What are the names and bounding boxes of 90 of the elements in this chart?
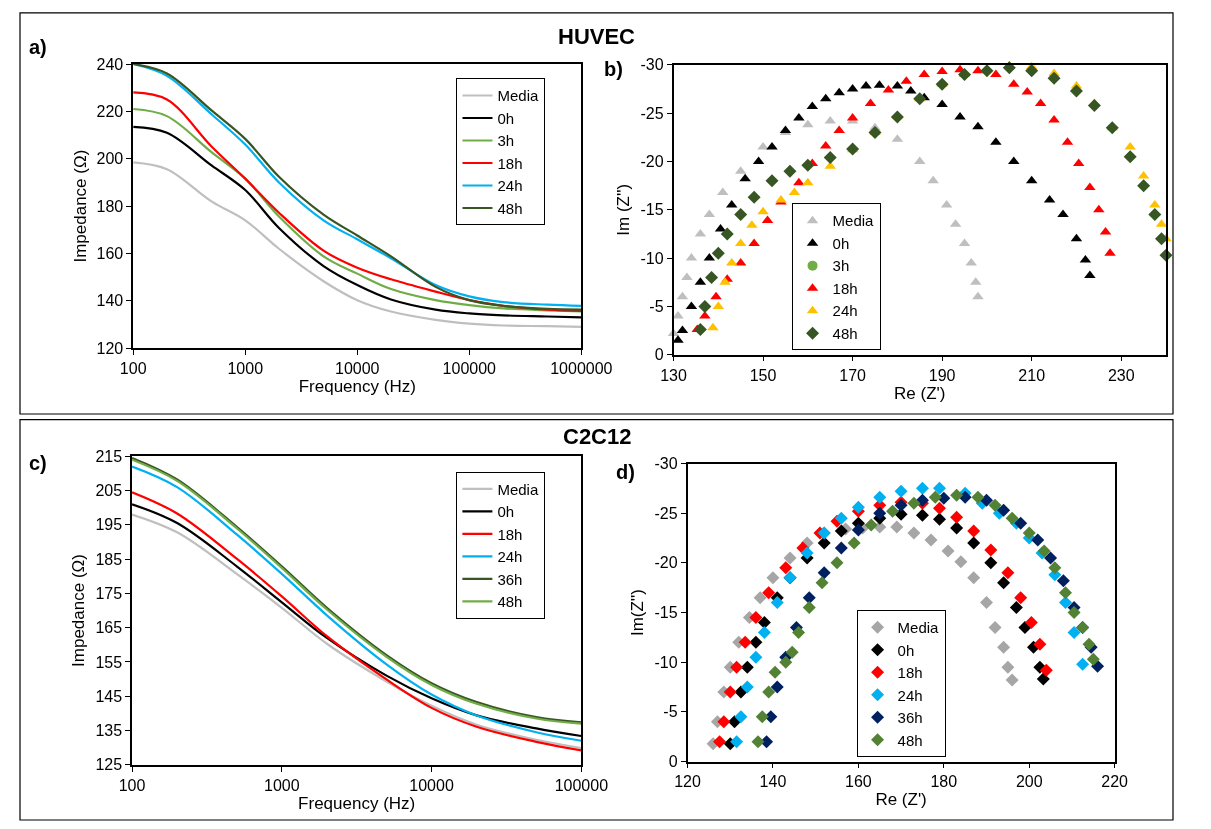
y-tick-label: -25 xyxy=(640,104,664,122)
y-tick-label: 125 xyxy=(95,756,123,774)
x-tick-label: 200 xyxy=(1015,773,1043,791)
x-axis-title: Frequency (Hz) xyxy=(298,377,416,397)
x-tick-label: 210 xyxy=(1018,366,1046,384)
y-tick-label: 135 xyxy=(95,722,123,740)
legend-label: 18h xyxy=(497,525,523,543)
text: a) xyxy=(29,36,47,58)
legend-label: Media xyxy=(497,87,539,105)
y-axis-title: Im(Z'') xyxy=(628,588,648,637)
chart-title: C2C12 xyxy=(563,424,632,449)
legend-label: 0h xyxy=(897,641,915,659)
y-tick-label: 180 xyxy=(96,197,124,215)
legend-label: 0h xyxy=(497,503,515,521)
x-tick-label: 100000 xyxy=(554,776,609,794)
legend-label: 36h xyxy=(497,570,523,588)
x-tick-label: 1000 xyxy=(264,776,300,794)
x-tick-label: 220 xyxy=(1101,773,1129,791)
x-tick-label: 230 xyxy=(1107,366,1135,384)
y-axis-title: Impedance (Ω) xyxy=(69,554,89,667)
x-tick-label: 100 xyxy=(118,776,146,794)
y-tick-label: -30 xyxy=(654,455,678,473)
x-tick-label: 120 xyxy=(674,773,701,791)
y-tick-label: 185 xyxy=(95,550,123,568)
legend-label: Media xyxy=(897,619,940,637)
y-tick-label: 145 xyxy=(95,687,123,705)
x-tick-label: 170 xyxy=(839,366,867,384)
y-tick-label: -20 xyxy=(640,153,664,171)
y-tick-label: 205 xyxy=(95,482,123,500)
y-tick-label: -10 xyxy=(654,653,678,671)
y-tick-label: -20 xyxy=(654,554,678,572)
legend-label: 24h xyxy=(497,177,523,195)
legend-label: Media xyxy=(497,480,539,498)
y-tick-label: 120 xyxy=(96,339,124,357)
legend-label: 24h xyxy=(497,548,523,566)
x-tick-label: 1000000 xyxy=(550,360,613,378)
text: d) xyxy=(616,461,635,483)
x-tick-label: 130 xyxy=(660,366,687,384)
x-tick-label: 10000 xyxy=(335,360,380,378)
y-tick-label: 220 xyxy=(96,103,124,120)
legend-label: 24h xyxy=(897,686,923,704)
legend-label: 48h xyxy=(897,731,923,749)
chart-title: HUVEC xyxy=(558,24,636,49)
legend-label: 36h xyxy=(897,709,923,727)
y-tick-label: 175 xyxy=(95,584,123,602)
y-tick-label: -10 xyxy=(640,249,664,267)
x-tick-label: 190 xyxy=(928,366,956,384)
y-tick-label: -15 xyxy=(654,604,678,622)
legend-label: 48h xyxy=(497,593,523,611)
y-tick-label: 0 xyxy=(668,753,678,771)
y-tick-label: -15 xyxy=(640,201,664,219)
y-tick-label: 240 xyxy=(96,55,124,73)
legend-label: 24h xyxy=(832,302,858,320)
y-tick-label: 140 xyxy=(96,292,124,310)
x-tick-label: 180 xyxy=(930,773,958,791)
y-tick-label: -25 xyxy=(654,504,678,522)
x-tick-label: 140 xyxy=(759,773,787,791)
legend-label: Media xyxy=(832,212,875,230)
legend-label: 18h xyxy=(897,664,923,682)
x-axis-title: Re (Z') xyxy=(894,383,946,403)
x-tick-label: 100 xyxy=(119,360,147,378)
y-tick-label: 215 xyxy=(95,447,123,465)
legend-label: 0h xyxy=(497,109,515,127)
x-axis-title: Re (Z') xyxy=(875,790,927,810)
y-axis-title: Im (Z'') xyxy=(614,183,634,236)
y-axis-title: Impedance (Ω) xyxy=(70,149,90,263)
text: c) xyxy=(29,452,47,474)
y-tick-label: -5 xyxy=(663,703,678,721)
legend-label: 3h xyxy=(497,132,515,150)
legend-label: 48h xyxy=(832,324,858,342)
y-tick-label: 0 xyxy=(654,346,664,364)
x-tick-label: 10000 xyxy=(409,776,454,794)
x-tick-label: 160 xyxy=(845,773,872,791)
x-tick-label: 150 xyxy=(749,366,777,384)
x-tick-label: 100000 xyxy=(442,360,497,378)
legend-label: 3h xyxy=(832,257,850,275)
legend-label: 18h xyxy=(497,154,523,172)
legend-label: 48h xyxy=(497,199,523,217)
x-axis-title: Frequency (Hz) xyxy=(298,793,416,813)
legend-label: 0h xyxy=(832,234,850,252)
x-tick-label: 1000 xyxy=(227,360,264,378)
y-tick-label: 165 xyxy=(95,619,123,637)
text: b) xyxy=(604,58,623,80)
y-tick-label: -5 xyxy=(649,298,664,316)
y-tick-label: -30 xyxy=(640,56,664,74)
y-tick-label: 160 xyxy=(96,245,124,263)
legend-label: 18h xyxy=(832,279,858,297)
y-tick-label: 195 xyxy=(95,516,123,534)
y-tick-label: 200 xyxy=(96,150,124,168)
y-tick-label: 155 xyxy=(95,653,123,671)
